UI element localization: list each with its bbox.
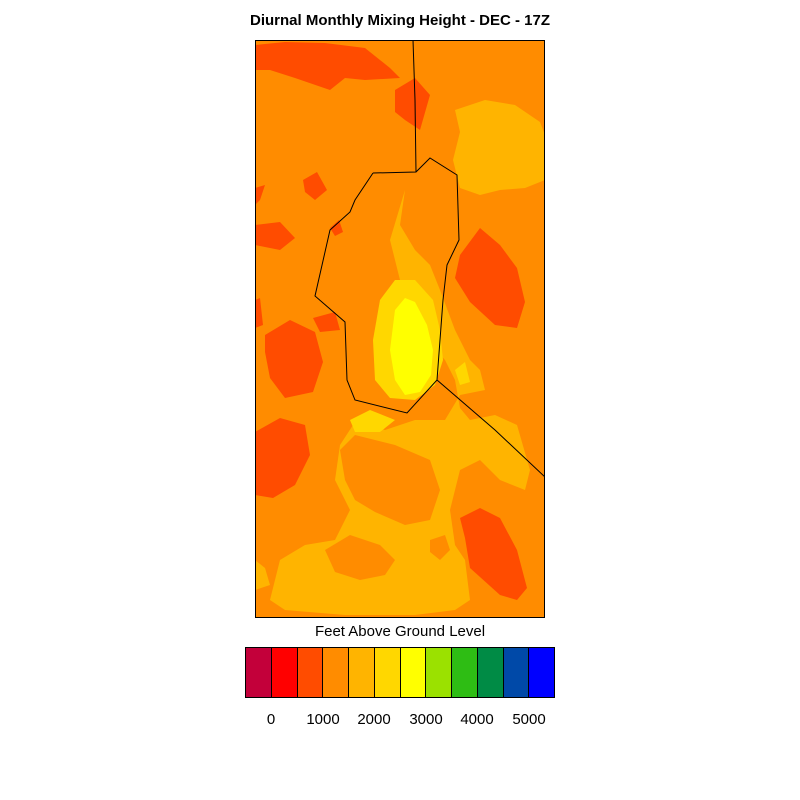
low-zone-left-dot [313,312,340,332]
colorbar-swatch [323,648,349,697]
colorbar-swatch [374,648,401,697]
high-zone-center [390,298,433,395]
mid-zone-top-right [453,100,545,195]
legend-title: Feet Above Ground Level [314,623,486,640]
low-zone-left-mid [255,222,295,250]
low-zone-left-lower [265,320,323,398]
mixing-height-map [255,40,545,618]
colorbar-swatch [297,648,324,697]
colorbar-swatch [503,648,530,697]
tick-label: 4000 [460,711,494,728]
colorbar-swatch [400,648,427,697]
colorbar-swatch [271,648,298,697]
low-mixing-zones [255,42,527,600]
mid-zone-center [270,190,530,615]
orange-island-low-right [430,535,450,560]
colorbar-swatch [529,648,554,697]
tick-label: 3000 [409,711,443,728]
tick-label: 1000 [306,711,340,728]
boundary-vertical-top [412,40,417,173]
gold-zone-small [455,362,470,385]
tick-label: 0 [266,711,276,728]
colorbar [245,647,555,698]
orange-island-bottom [340,435,440,525]
low-zone-dot-left [303,172,327,200]
colorbar-swatch [246,648,272,697]
colorbar-swatch [477,648,504,697]
high-mixing-zones [390,298,433,395]
low-zone-top-left [255,42,400,90]
low-zone-top-center [395,78,430,130]
orange-island-bottom-center [325,535,395,580]
colorbar-swatch [349,648,375,697]
low-zone-center-dot [330,220,343,236]
colorbar-swatch [452,648,478,697]
low-zone-right-bottom [460,508,527,600]
orange-islands [325,435,450,580]
boundary-lines [314,40,545,478]
mid-mixing-zones [255,100,545,615]
tick-label: 2000 [357,711,391,728]
boundary-diagonal [436,379,545,478]
gold-zone-bottom [350,410,395,432]
map-frame [255,40,545,618]
colorbar-ticks: 0 1000 2000 3000 4000 5000 [245,711,555,731]
low-zone-left-edge [255,298,263,328]
tick-label: 5000 [512,711,546,728]
low-zone-left-bottom [255,418,310,498]
mid-zone-bottom-left [255,560,270,590]
boundary-outline [314,157,460,414]
low-zone-right-mid [455,228,525,328]
low-zone-left-small [255,185,265,205]
colorbar-swatch [426,648,452,697]
chart-title: Diurnal Monthly Mixing Height - DEC - 17… [250,12,550,29]
